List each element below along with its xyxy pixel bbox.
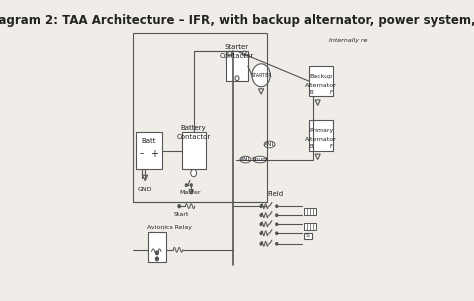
Bar	[148, 232, 166, 262]
Text: Field: Field	[267, 191, 283, 197]
Ellipse shape	[240, 156, 251, 163]
Ellipse shape	[264, 141, 275, 148]
Circle shape	[155, 251, 158, 255]
Text: Master: Master	[179, 190, 201, 195]
Bar	[136, 132, 162, 169]
Text: ANL: ANL	[239, 157, 251, 162]
Text: B: B	[310, 90, 313, 95]
Circle shape	[190, 184, 192, 186]
Text: Contactor: Contactor	[176, 134, 211, 140]
Bar	[309, 66, 333, 96]
Text: Contactor: Contactor	[220, 53, 254, 59]
Text: Shunt: Shunt	[251, 157, 268, 162]
Text: +: +	[150, 148, 158, 159]
Text: Backup: Backup	[310, 74, 333, 79]
Circle shape	[276, 243, 278, 245]
Text: S: S	[306, 234, 310, 238]
Circle shape	[228, 51, 232, 56]
Text: Internally re: Internally re	[328, 38, 367, 43]
Ellipse shape	[253, 156, 266, 163]
Text: –: –	[140, 149, 144, 158]
Text: F: F	[330, 144, 333, 149]
Text: Starter: Starter	[225, 44, 249, 50]
Circle shape	[235, 76, 239, 81]
Circle shape	[276, 214, 278, 216]
Text: B: B	[310, 144, 313, 149]
Circle shape	[260, 205, 262, 207]
Text: Start: Start	[174, 212, 189, 217]
Circle shape	[191, 169, 197, 177]
Circle shape	[178, 205, 181, 208]
Circle shape	[252, 64, 270, 87]
Circle shape	[242, 51, 246, 56]
Circle shape	[260, 243, 262, 245]
Circle shape	[276, 223, 278, 225]
Text: Batt: Batt	[142, 138, 156, 144]
Bar	[304, 233, 312, 239]
Text: Battery: Battery	[181, 125, 207, 131]
Circle shape	[276, 205, 278, 207]
Circle shape	[260, 232, 262, 234]
Circle shape	[260, 223, 262, 225]
Text: Primary: Primary	[309, 129, 333, 133]
Bar	[226, 51, 248, 81]
Bar	[134, 33, 267, 202]
Circle shape	[276, 232, 278, 234]
Bar	[304, 223, 317, 230]
Text: Avionics Relay: Avionics Relay	[146, 225, 191, 230]
Text: ANL: ANL	[264, 142, 275, 147]
Circle shape	[155, 257, 158, 261]
Text: Wiring Diagram 2: TAA Architecture – IFR, with backup alternator, power system, : Wiring Diagram 2: TAA Architecture – IFR…	[0, 14, 474, 26]
Text: Alternator: Alternator	[305, 83, 337, 88]
Circle shape	[185, 184, 187, 186]
Bar	[309, 120, 333, 150]
Circle shape	[260, 214, 262, 216]
Text: Alternator: Alternator	[305, 138, 337, 142]
Text: F: F	[330, 90, 333, 95]
Bar	[182, 132, 206, 169]
Text: GND: GND	[138, 187, 152, 192]
Text: STARTER: STARTER	[250, 73, 272, 78]
Bar	[304, 208, 317, 215]
